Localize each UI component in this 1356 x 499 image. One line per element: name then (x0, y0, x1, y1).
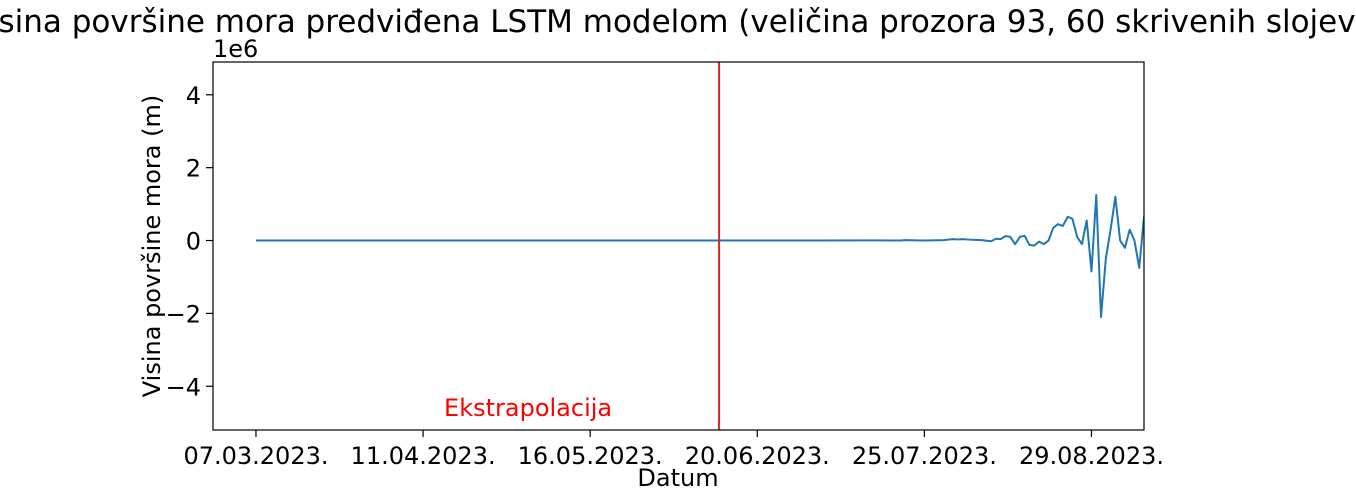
plot-frame (212, 61, 1145, 431)
x-axis-label: Datum (637, 464, 718, 492)
annotation-label: Ekstrapolacija (444, 394, 612, 422)
y-offset-label: 1e6 (213, 35, 258, 63)
x-tick-label: 20.06.2023. (685, 442, 830, 470)
x-tick-label: 07.03.2023. (183, 442, 328, 470)
x-axis: 07.03.2023. 11.04.2023. 16.05.2023. 20.06.2… (183, 430, 1164, 470)
plot-area: Ekstrapolacija (212, 61, 1145, 431)
series-line-0 (255, 193, 1144, 319)
y-axis: 4 2 0 −2 −4 (166, 82, 213, 401)
x-tick-label: 29.08.2023. (1019, 442, 1164, 470)
x-tick-label: 25.07.2023. (852, 442, 997, 470)
y-tick-label: 0 (186, 228, 201, 256)
y-tick-label: −4 (166, 373, 201, 401)
y-axis-label: Visina površine mora (m) (138, 95, 166, 397)
y-tick-label: −2 (166, 300, 201, 328)
x-tick-label: 11.04.2023. (351, 442, 496, 470)
y-tick-label: 2 (186, 155, 201, 183)
chart-title: Visina površine mora predviđena LSTM mod… (0, 4, 1356, 40)
x-tick-label: 16.05.2023. (518, 442, 663, 470)
y-tick-label: 4 (186, 82, 201, 110)
